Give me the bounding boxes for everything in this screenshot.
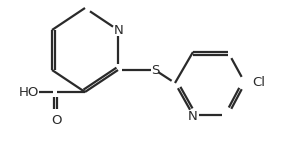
Text: HO: HO bbox=[19, 85, 39, 99]
Text: N: N bbox=[188, 110, 198, 123]
Text: N: N bbox=[114, 24, 124, 36]
Text: O: O bbox=[52, 114, 62, 126]
Text: S: S bbox=[151, 63, 159, 76]
Text: Cl: Cl bbox=[253, 76, 265, 90]
